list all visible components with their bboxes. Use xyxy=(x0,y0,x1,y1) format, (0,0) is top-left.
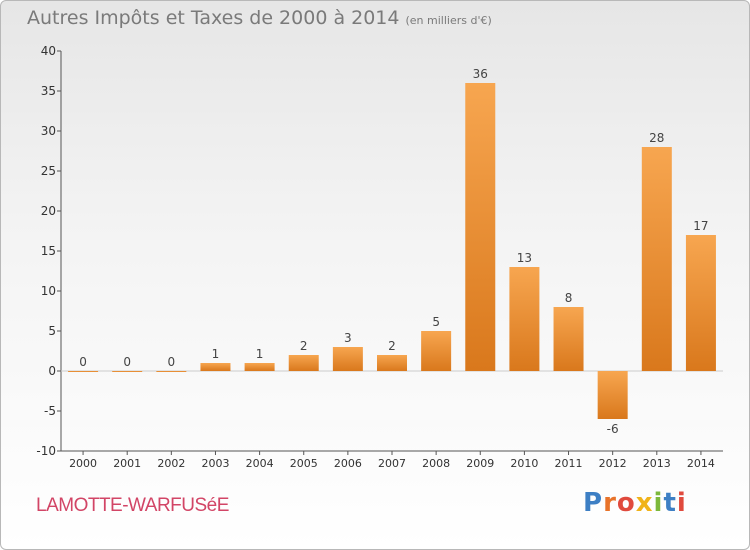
y-tick-label: 15 xyxy=(41,244,56,258)
logo-letter: o xyxy=(616,488,636,518)
proxiti-logo[interactable]: Proxiti xyxy=(583,488,687,518)
bar-value-label: 8 xyxy=(565,291,573,305)
bar-value-label: 28 xyxy=(649,131,664,145)
y-tick-label: 40 xyxy=(41,44,56,58)
y-tick-label: 25 xyxy=(41,164,56,178)
bar xyxy=(68,371,99,372)
logo-letter: P xyxy=(583,488,604,518)
bar-value-label: 0 xyxy=(79,355,87,369)
bar-value-label: 1 xyxy=(256,347,264,361)
bar-value-label: 36 xyxy=(473,67,488,81)
bar xyxy=(597,371,628,419)
x-tick-label: 2010 xyxy=(510,457,538,470)
bar xyxy=(641,147,672,371)
x-tick-label: 2008 xyxy=(422,457,450,470)
bar-value-label: -6 xyxy=(607,422,619,436)
bar xyxy=(685,235,716,371)
x-tick-label: 2001 xyxy=(113,457,141,470)
x-tick-label: 2007 xyxy=(378,457,406,470)
x-tick-label: 2003 xyxy=(201,457,229,470)
bar-value-label: 2 xyxy=(300,339,308,353)
x-tick-label: 2006 xyxy=(334,457,362,470)
y-tick-label: -5 xyxy=(44,404,56,418)
chart-title-text: Autres Impôts et Taxes de 2000 à 2014 xyxy=(27,7,400,29)
bar xyxy=(200,363,231,371)
bar-value-label: 3 xyxy=(344,331,352,345)
bar-value-label: 0 xyxy=(168,355,176,369)
bar xyxy=(332,347,363,371)
bars xyxy=(68,83,716,419)
logo-letter: r xyxy=(603,488,617,518)
bar xyxy=(112,371,143,372)
bar xyxy=(156,371,187,372)
bar-value-label: 0 xyxy=(123,355,131,369)
x-tick-label: 2009 xyxy=(466,457,494,470)
x-tick-label: 2004 xyxy=(246,457,274,470)
y-tick-label: 20 xyxy=(41,204,56,218)
y-tick-label: 10 xyxy=(41,284,56,298)
x-tick-label: 2014 xyxy=(687,457,715,470)
x-tick-label: 2002 xyxy=(157,457,185,470)
chart-subtitle: (en milliers d'€) xyxy=(405,14,492,27)
logo-letter: i xyxy=(676,488,687,518)
commune-name: LAMOTTE-WARFUSéE xyxy=(36,495,229,516)
y-tick-label: 35 xyxy=(41,84,56,98)
x-tick-label: 2013 xyxy=(643,457,671,470)
x-tick-label: 2000 xyxy=(69,457,97,470)
bar-value-label: 13 xyxy=(517,251,532,265)
bar xyxy=(288,355,319,371)
bar xyxy=(244,363,275,371)
data-labels: 0 0 0 1 1 2 3 2 5 36 13 8 -6 28 17 xyxy=(79,67,708,436)
logo-letter: i xyxy=(653,488,664,518)
x-tick-label: 2012 xyxy=(599,457,627,470)
y-tick-label: 5 xyxy=(48,324,56,338)
bar xyxy=(553,307,584,371)
bar-value-label: 5 xyxy=(432,315,440,329)
x-tick-label: 2005 xyxy=(290,457,318,470)
logo-letter: x xyxy=(635,488,654,518)
bar xyxy=(509,267,540,371)
bar xyxy=(421,331,452,371)
bar-value-label: 17 xyxy=(693,219,708,233)
bar xyxy=(377,355,407,371)
bar-value-label: 2 xyxy=(388,339,396,353)
bar-value-label: 1 xyxy=(212,347,220,361)
logo-letter: t xyxy=(663,488,677,518)
y-tick-label: 0 xyxy=(48,364,56,378)
y-tick-label: -10 xyxy=(36,444,56,458)
x-tick-label: 2011 xyxy=(555,457,583,470)
y-tick-label: 30 xyxy=(41,124,56,138)
bar xyxy=(465,83,496,371)
chart-title: Autres Impôts et Taxes de 2000 à 2014 (en… xyxy=(27,7,492,29)
